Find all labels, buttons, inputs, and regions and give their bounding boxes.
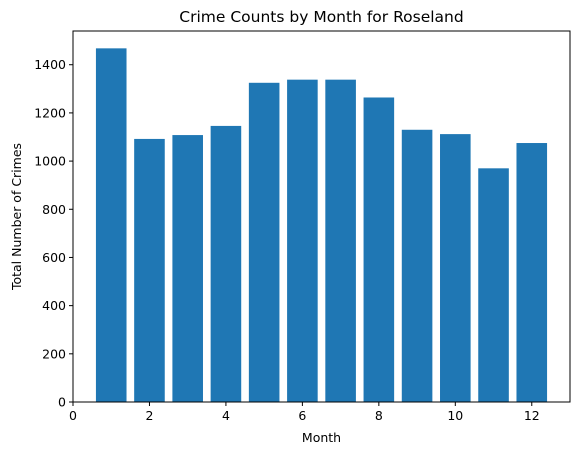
bar-month-5 [248,82,280,402]
bar-month-3 [172,135,203,402]
y-tick-label: 800 [42,202,66,217]
y-tick-label: 1000 [34,154,66,169]
bar-month-4 [210,125,242,402]
y-tick-label: 600 [42,250,66,265]
bars-group [95,48,548,403]
x-tick-label: 0 [69,408,77,423]
bar-month-7 [325,79,356,402]
y-tick-label: 400 [42,298,66,313]
bar-month-8 [363,97,395,402]
x-tick-label: 4 [222,408,230,423]
x-tick-label: 2 [145,408,153,423]
y-tick-label: 200 [42,346,66,361]
x-tick-label: 10 [447,408,463,423]
x-tick-label: 6 [298,408,306,423]
bar-month-12 [516,143,548,403]
chart-title: Crime Counts by Month for Roseland [179,8,463,26]
y-tick-label: 1400 [34,57,66,72]
x-tick-label: 8 [375,408,383,423]
bar-month-11 [478,168,509,402]
x-tick-label: 12 [524,408,540,423]
bar-month-10 [440,134,471,403]
bar-month-6 [287,79,318,402]
y-axis-label: Total Number of Crimes [9,143,24,291]
y-axis-ticks: 0 200 400 600 800 1000 1200 1400 [34,57,73,410]
bar-month-2 [134,138,165,402]
bar-month-9 [401,129,433,403]
x-axis-label: Month [302,430,341,445]
y-tick-label: 1200 [34,105,66,120]
bar-month-1 [95,48,127,402]
y-tick-label: 0 [58,395,66,410]
x-axis-ticks: 0 2 4 6 8 10 12 [69,402,540,423]
plot-frame [72,30,571,403]
